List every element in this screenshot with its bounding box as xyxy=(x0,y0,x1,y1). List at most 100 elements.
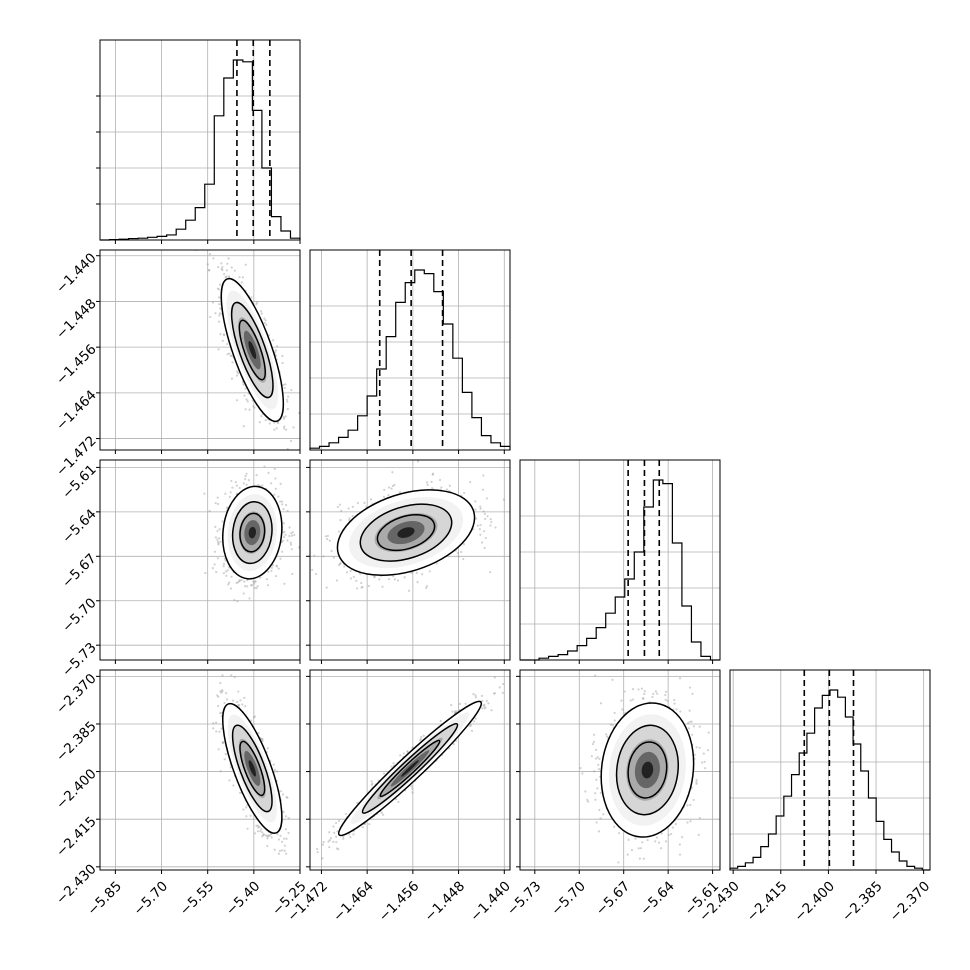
scatter-point xyxy=(351,505,354,508)
scatter-point xyxy=(261,739,264,743)
scatter-point xyxy=(249,814,252,817)
scatter-point xyxy=(218,314,221,317)
scatter-point xyxy=(270,566,273,569)
density-layer xyxy=(203,465,300,603)
density-layer xyxy=(212,674,290,855)
scatter-point xyxy=(494,526,497,529)
scatter-point xyxy=(255,824,258,827)
scatter-point xyxy=(483,546,486,550)
scatter-point xyxy=(484,536,487,540)
scatter-point xyxy=(431,472,435,475)
density-layer xyxy=(310,460,510,592)
scatter-point xyxy=(216,538,219,541)
scatter-point xyxy=(226,262,229,265)
scatter-point xyxy=(239,699,242,702)
scatter-point xyxy=(254,832,257,835)
scatter-point xyxy=(274,487,277,490)
scatter-point xyxy=(416,460,420,463)
scatter-point xyxy=(220,262,223,265)
scatter-point xyxy=(221,674,224,677)
scatter-point xyxy=(474,500,477,503)
scatter-point xyxy=(324,535,328,538)
scatter-point xyxy=(217,543,220,546)
scatter-point xyxy=(219,681,222,685)
scatter-point xyxy=(214,502,217,505)
scatter-point xyxy=(284,383,287,386)
scatter-point xyxy=(238,580,241,583)
scatter-point xyxy=(220,267,223,270)
scatter-point xyxy=(283,427,286,430)
scatter-point xyxy=(249,584,253,587)
scatter-point xyxy=(230,674,233,677)
scatter-point xyxy=(431,487,434,490)
scatter-point xyxy=(214,721,218,724)
scatter-point xyxy=(493,676,496,679)
scatter-point xyxy=(285,428,288,431)
scatter-point xyxy=(215,570,218,574)
scatter-point xyxy=(266,835,269,838)
scatter-point xyxy=(230,575,233,578)
scatter-point xyxy=(314,572,318,576)
scatter-point xyxy=(251,584,254,587)
scatter-point xyxy=(284,503,288,507)
scatter-point xyxy=(388,486,391,489)
scatter-point xyxy=(233,676,236,679)
scatter-point xyxy=(244,704,247,708)
scatter-point xyxy=(222,333,226,337)
scatter-point xyxy=(347,507,350,510)
scatter-point xyxy=(283,425,286,428)
scatter-point xyxy=(281,500,284,503)
scatter-point xyxy=(270,482,273,485)
scatter-point xyxy=(218,537,221,540)
scatter-point xyxy=(339,519,342,522)
scatter-point xyxy=(245,815,248,818)
panel-frame xyxy=(99,669,301,871)
histogram-panel-3 xyxy=(729,669,931,874)
scatter-point xyxy=(219,690,222,693)
scatter-point xyxy=(231,361,234,364)
scatter-point xyxy=(246,400,249,403)
scatter-point xyxy=(216,529,219,533)
scatter-panel-0-2 xyxy=(96,459,301,664)
scatter-point xyxy=(250,719,253,722)
scatter-point xyxy=(272,339,275,342)
scatter-point xyxy=(230,479,233,483)
scatter-point xyxy=(228,495,231,498)
scatter-point xyxy=(345,571,348,574)
scatter-point xyxy=(236,600,239,603)
scatter-point xyxy=(282,535,286,539)
scatter-point xyxy=(270,836,273,839)
scatter-point xyxy=(286,447,289,450)
scatter-point xyxy=(349,569,352,573)
scatter-point xyxy=(276,770,279,773)
scatter-point xyxy=(203,492,206,495)
scatter-point xyxy=(212,727,215,730)
scatter-point xyxy=(257,826,260,829)
scatter-point xyxy=(241,276,245,279)
scatter-point xyxy=(337,848,340,851)
scatter-point xyxy=(238,275,241,279)
scatter-point xyxy=(286,407,289,411)
density-fill xyxy=(248,341,257,359)
scatter-point xyxy=(351,514,354,518)
scatter-point xyxy=(279,482,282,485)
scatter-point xyxy=(343,565,346,568)
scatter-point xyxy=(218,312,222,315)
scatter-point xyxy=(269,833,272,836)
contour-line xyxy=(220,277,285,423)
panel-frame xyxy=(309,249,511,451)
scatter-point xyxy=(370,780,373,783)
scatter-point xyxy=(373,576,376,579)
scatter-point xyxy=(348,519,351,522)
scatter-point xyxy=(241,703,244,706)
scatter-point xyxy=(455,710,458,713)
scatter-point xyxy=(276,345,279,348)
scatter-point xyxy=(215,730,218,733)
scatter-point xyxy=(278,849,282,852)
scatter-point xyxy=(229,354,232,357)
scatter-point xyxy=(339,562,342,565)
scatter-point xyxy=(486,515,489,518)
scatter-point xyxy=(218,528,221,531)
scatter-point xyxy=(392,575,395,578)
scatter-point xyxy=(272,763,275,766)
